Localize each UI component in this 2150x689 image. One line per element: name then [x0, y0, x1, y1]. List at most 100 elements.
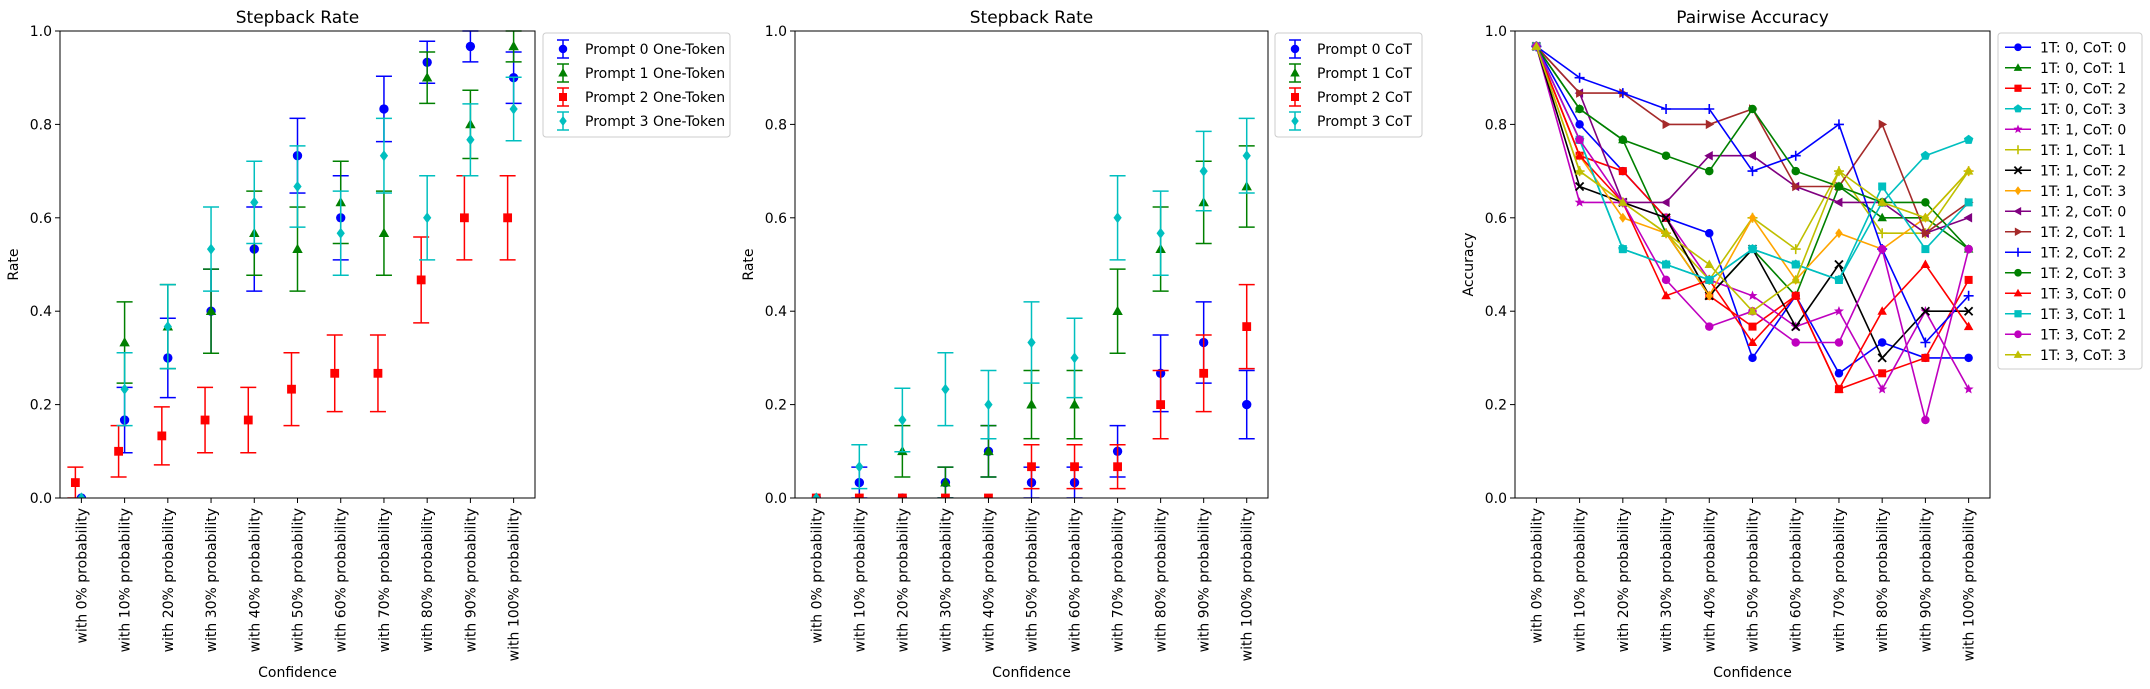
- data-point: [1834, 338, 1844, 347]
- x-axis-label: Confidence: [1713, 665, 1792, 681]
- legend-label: Prompt 3 CoT: [1317, 114, 1412, 130]
- data-point: [466, 134, 475, 146]
- data-point: [1964, 244, 1973, 254]
- chart-1: Stepback Rate 0.0 0.2 0.4 0.6 0.8 1.0 with 0% p…: [6, 8, 731, 681]
- data-point: [1963, 213, 1973, 223]
- x-tick-label: with 30% probability: [204, 508, 220, 652]
- data-point: [206, 243, 216, 255]
- data-point: [1069, 399, 1080, 409]
- x-tick-label: with 80% probability: [1154, 508, 1170, 652]
- legend-marker: [2013, 104, 2023, 113]
- data-point: [330, 368, 340, 378]
- data-point: [855, 461, 864, 473]
- data-point: [1575, 135, 1584, 145]
- data-point: [1963, 290, 1974, 301]
- legend-item: Prompt 2 CoT: [1289, 87, 1412, 107]
- data-point: [1576, 88, 1585, 98]
- legend-marker: [558, 44, 568, 54]
- x-tick-label: with 10% probability: [1573, 508, 1589, 652]
- data-point: [1618, 135, 1628, 145]
- data-point: [1834, 369, 1844, 378]
- data-point: [1964, 275, 1973, 284]
- data-point: [1619, 212, 1627, 223]
- data-point: [509, 103, 518, 115]
- y-tick-label: 0.6: [30, 211, 52, 227]
- data-point: [292, 243, 303, 253]
- data-point: [1618, 167, 1627, 176]
- data-point: [1026, 399, 1037, 409]
- data-point: [1921, 228, 1931, 238]
- y-tick-label: 0.6: [1485, 211, 1507, 227]
- legend-marker: [2014, 227, 2023, 237]
- legend-item: 1T: 0, CoT: 0: [2005, 40, 2126, 56]
- y-tick-label: 0.8: [30, 117, 52, 133]
- y-tick-label: 0.2: [30, 398, 52, 414]
- data-point: [1920, 306, 1931, 316]
- data-point: [941, 383, 950, 395]
- legend-marker: [2013, 124, 2023, 134]
- data-point: [1878, 119, 1888, 130]
- data-point: [1617, 88, 1628, 99]
- legend-marker: [2014, 84, 2022, 92]
- data-point: [1618, 245, 1627, 254]
- data-point: [1661, 151, 1671, 160]
- legend-item: Prompt 3 CoT: [1289, 111, 1412, 131]
- x-tick-label: with 100% probability: [1240, 508, 1256, 661]
- data-point: [1790, 290, 1801, 300]
- data-point: [421, 72, 433, 82]
- legend-label: Prompt 2 CoT: [1317, 90, 1412, 106]
- legend-label: 1T: 3, CoT: 3: [2040, 348, 2126, 364]
- data-point: [1877, 244, 1887, 254]
- data-point: [1792, 181, 1801, 192]
- data-point: [1662, 119, 1672, 130]
- data-point: [1242, 150, 1251, 162]
- x-tick-label: with 50% probability: [1025, 508, 1041, 652]
- legend-marker: [2014, 330, 2022, 339]
- data-point: [1113, 462, 1122, 472]
- data-point: [1748, 353, 1757, 363]
- data-point: [1574, 166, 1585, 175]
- data-point: [1878, 369, 1887, 378]
- y-tick-label: 1.0: [1485, 24, 1507, 40]
- y-tick-label: 0.0: [30, 491, 52, 507]
- data-point: [1790, 150, 1801, 161]
- y-axis-label: Rate: [6, 248, 22, 280]
- legend-item: 1T: 0, CoT: 3: [2005, 102, 2126, 118]
- legend-marker: [2014, 310, 2022, 318]
- data-point: [200, 415, 210, 425]
- data-point: [1920, 212, 1931, 222]
- data-point: [1027, 462, 1036, 472]
- legend-item: Prompt 0 CoT: [1289, 39, 1412, 59]
- legend-label: Prompt 2 One-Token: [585, 90, 725, 106]
- data-point: [1834, 275, 1843, 284]
- legend-marker: [2014, 43, 2022, 52]
- series-4: [77, 76, 522, 498]
- y-tick-label: 0.2: [1485, 398, 1507, 414]
- data-point: [1963, 134, 1974, 144]
- data-point: [1705, 228, 1714, 238]
- data-point: [898, 414, 907, 426]
- data-point: [1704, 103, 1715, 114]
- data-point: [1661, 103, 1672, 114]
- data-point: [460, 213, 469, 223]
- data-point: [508, 40, 519, 51]
- series-4: [812, 117, 1255, 498]
- data-point: [1877, 228, 1888, 239]
- data-point: [1704, 259, 1715, 268]
- data-point: [1748, 322, 1757, 331]
- data-point: [1747, 306, 1758, 315]
- axes-frame: [794, 30, 1269, 499]
- y-axis-label: Accuracy: [1461, 233, 1477, 297]
- data-point: [1070, 462, 1079, 472]
- data-point: [1877, 212, 1887, 222]
- legend: Prompt 0 One-Token Prompt 1 One-Token Prom…: [542, 32, 731, 138]
- data-point: [336, 227, 345, 239]
- data-point: [984, 493, 993, 498]
- legend: 1T: 0, CoT: 0 1T: 0, CoT: 1 1T: 0, CoT: 2 1…: [1997, 32, 2143, 370]
- data-point: [1661, 228, 1671, 237]
- legend-item: Prompt 1 One-Token: [557, 63, 725, 83]
- data-point: [1877, 383, 1888, 394]
- data-point: [465, 41, 476, 52]
- data-point: [1574, 181, 1585, 192]
